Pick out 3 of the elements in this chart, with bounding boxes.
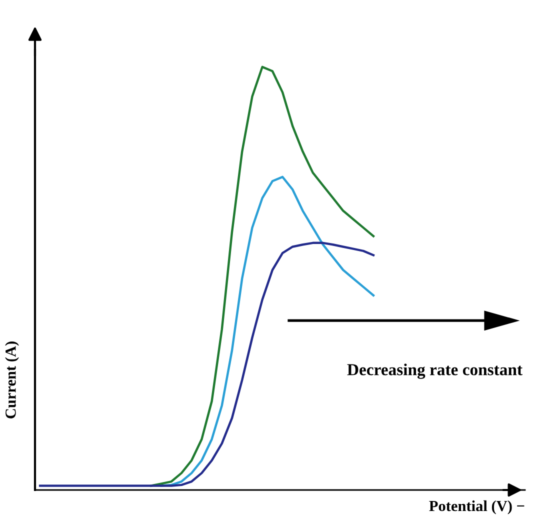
y-axis-title: Current (A): [5, 342, 19, 418]
x-axis-title: Potential (V) −: [429, 500, 524, 514]
annotation: Decreasing rate constant: [347, 364, 522, 379]
